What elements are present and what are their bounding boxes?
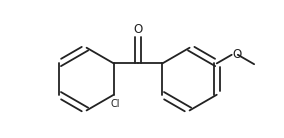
Text: O: O (233, 48, 242, 61)
Text: O: O (133, 23, 143, 36)
Text: Cl: Cl (110, 99, 120, 109)
